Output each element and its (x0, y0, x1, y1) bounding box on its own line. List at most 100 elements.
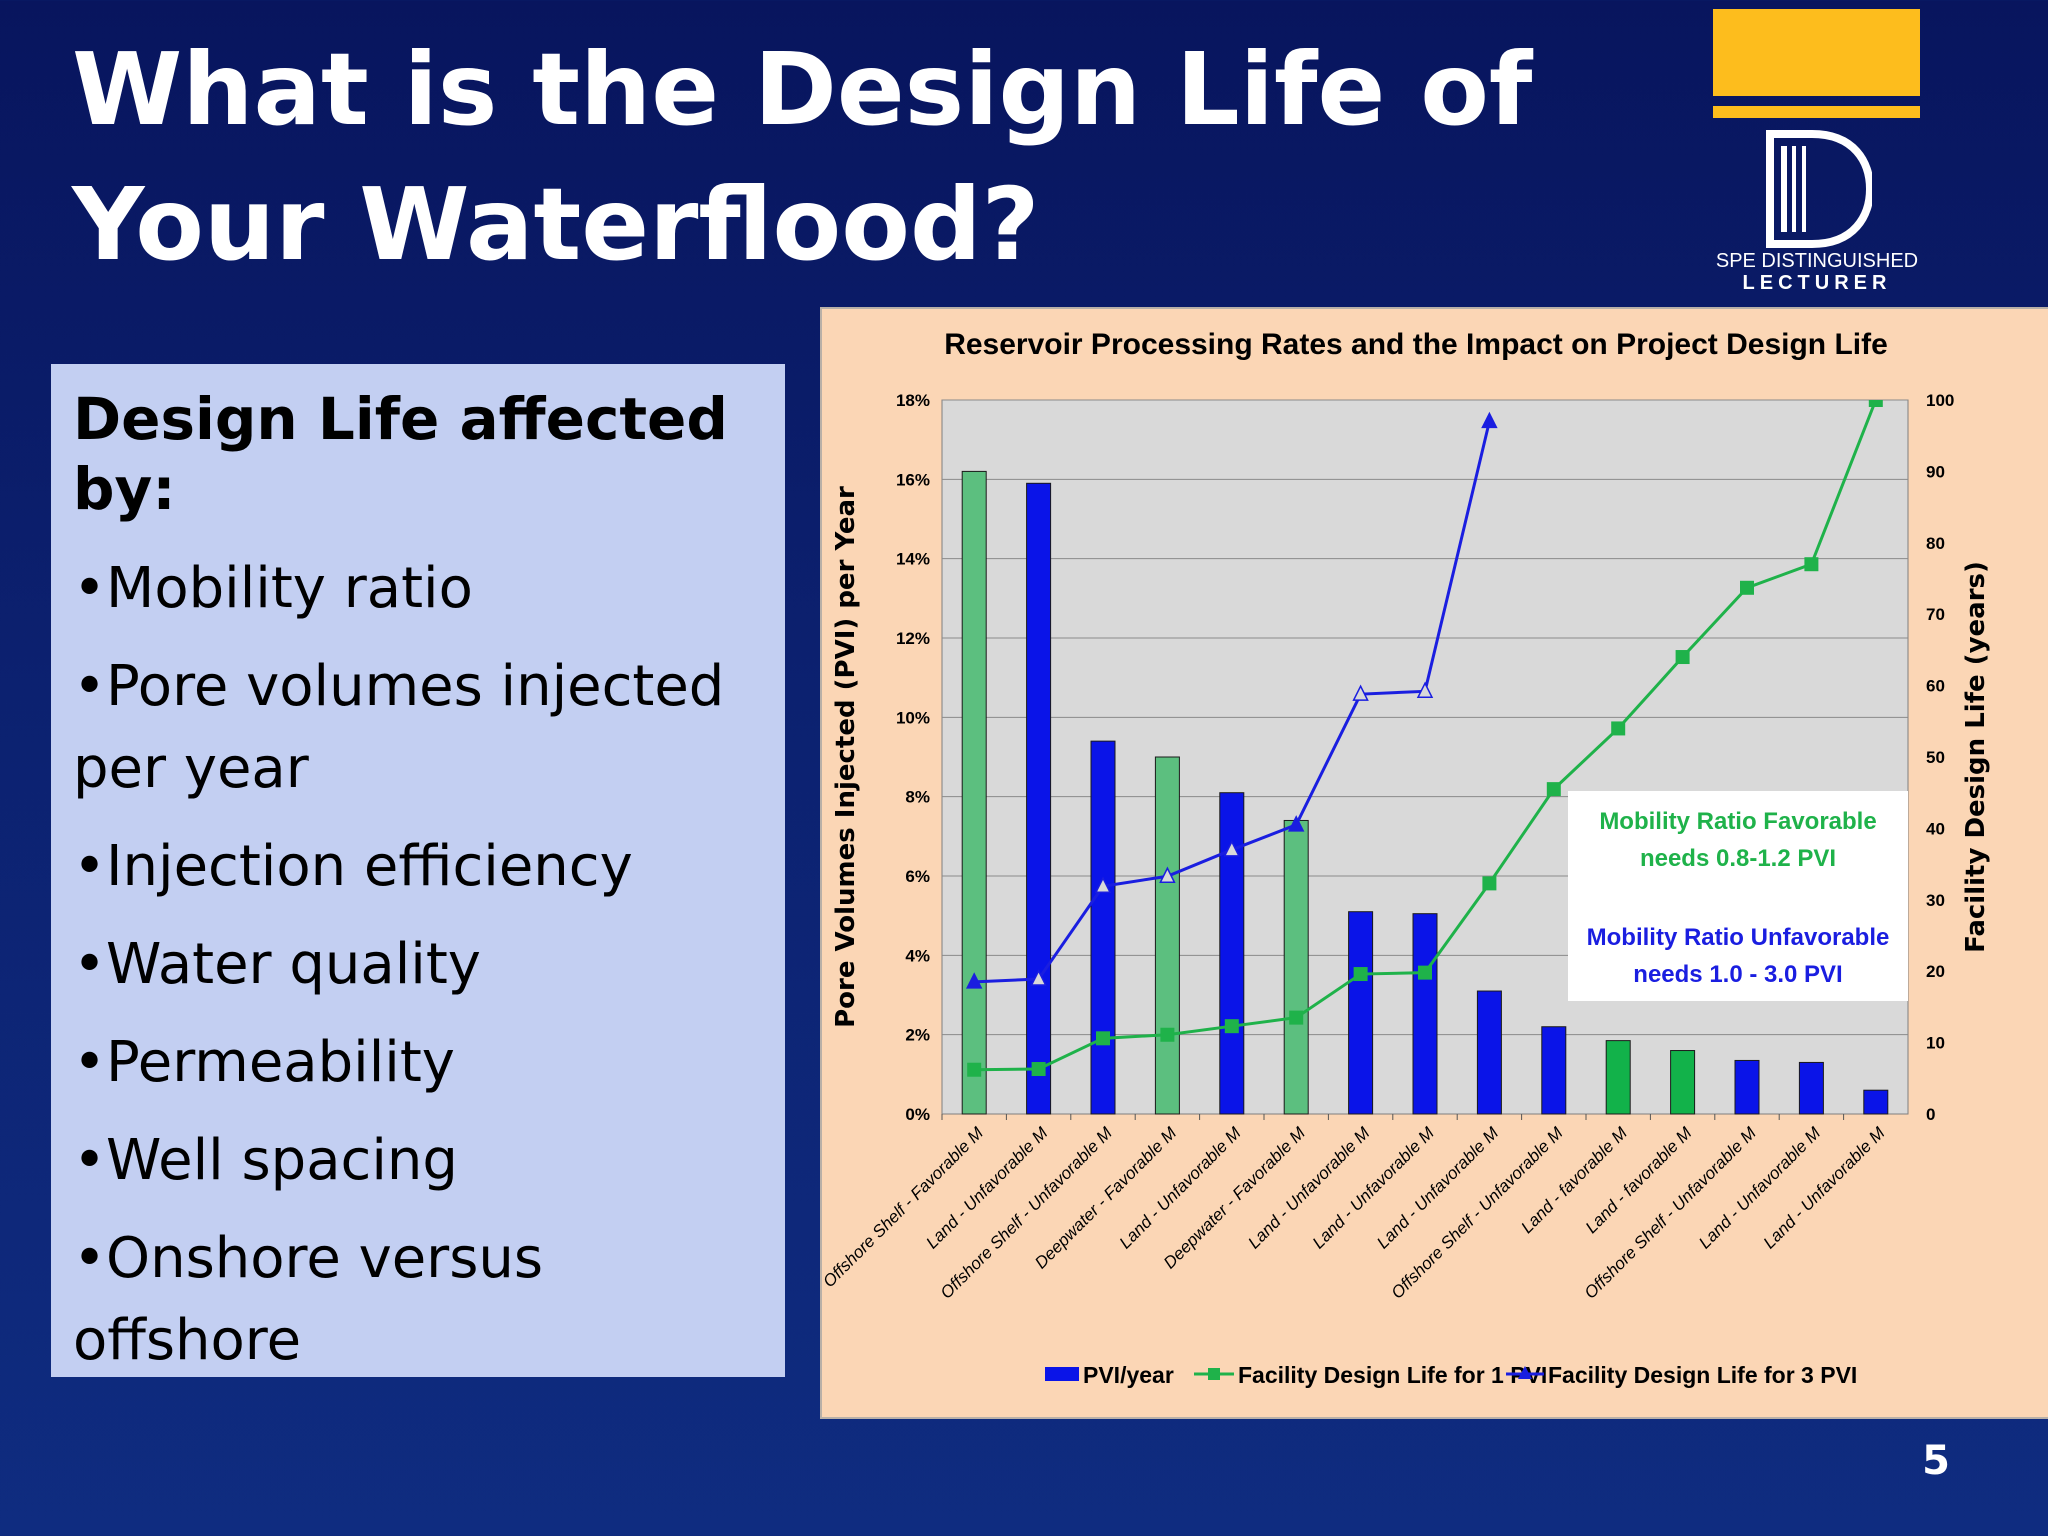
y-tick-label: 6% (905, 867, 930, 886)
favorable-note: Mobility Ratio Favorable (1599, 808, 1876, 835)
category-label: Land - favorable M (1517, 1123, 1631, 1237)
pvi-bar (1670, 1050, 1696, 1115)
legend-bar-swatch (1045, 1367, 1079, 1381)
series-point (1675, 650, 1690, 665)
factor-item: •Water quality (73, 932, 481, 997)
series-point (1481, 411, 1498, 429)
category-label: Land - Unfavorable M (1695, 1123, 1825, 1253)
page-number: 5 (1922, 1438, 1950, 1484)
y-tick-label: 4% (905, 946, 930, 965)
series-point (1160, 1027, 1175, 1042)
logo-thin-bar (1713, 106, 1920, 118)
series-square-group (967, 400, 1883, 1077)
factor-item: •Pore volumes injected per year (73, 654, 725, 801)
y-tick-label: 18% (896, 391, 930, 410)
legend-line1-label: Facility Design Life for 1 PVI (1238, 1362, 1547, 1388)
series-point (1868, 400, 1883, 407)
factor-item: •Injection efficiency (73, 834, 633, 899)
chart-panel: 0% 2% 4% 6% 8% 10% 12% 14% 16% 18% 0 10 20 30 40 50 60 70… (820, 307, 2048, 1419)
pvi-bar (1348, 911, 1374, 1115)
pvi-bar (1476, 990, 1502, 1115)
pvi-bar (1412, 913, 1438, 1115)
y-axis-label: Pore Volumes Injected (PVI) per Year (831, 486, 861, 1028)
series-point (1030, 969, 1047, 986)
logo-text-distinguished: SPE DISTINGUISHED (1715, 250, 1919, 272)
y2-tick-label: 20 (1926, 962, 1945, 981)
series-triangle-group (965, 411, 1498, 989)
logo-top-bar (1713, 9, 1920, 96)
pvi-bar (1090, 740, 1116, 1115)
y-tick-label: 2% (905, 1026, 930, 1045)
design-life-chart: 0% 2% 4% 6% 8% 10% 12% 14% 16% 18% 0 10 20 30 40 50 60 70… (822, 328, 1991, 1388)
series-point (965, 972, 983, 989)
series-point (1224, 1019, 1239, 1034)
y2-tick-label: 90 (1926, 462, 1945, 481)
y2-tick-label: 50 (1926, 748, 1945, 767)
pvi-bar (1863, 1089, 1889, 1115)
mobility-annotation-box (1568, 791, 1908, 1001)
series-point (967, 1062, 982, 1077)
logo-text-lecturer: LECTURER (1742, 272, 1892, 294)
unfavorable-note: Mobility Ratio Unfavorable (1587, 924, 1890, 951)
series-point (1094, 876, 1112, 893)
pvi-bar (1734, 1059, 1760, 1115)
y-tick-label: 8% (905, 788, 930, 807)
series-point (1223, 840, 1241, 857)
y2-tick-label: 80 (1926, 534, 1945, 553)
category-label: Land - Unfavorable M (1116, 1123, 1246, 1253)
series-point (1287, 815, 1305, 832)
favorable-pvi-note: needs 0.8-1.2 PVI (1640, 845, 1836, 872)
series-point (1096, 1031, 1110, 1046)
y2-tick-label: 0 (1926, 1105, 1935, 1124)
series-point (1352, 684, 1369, 701)
legend-bar-label: PVI/year (1083, 1362, 1174, 1388)
legend-line1-marker (1208, 1368, 1220, 1380)
pvi-bar (1798, 1061, 1824, 1115)
category-label: Land - Unfavorable M (1373, 1123, 1503, 1253)
category-label: Land - Unfavorable M (1244, 1123, 1374, 1253)
design-life-factors-box: Design Life affected by: •Mobility ratio… (51, 364, 785, 1377)
pvi-bar (961, 470, 987, 1115)
series-point (1546, 782, 1561, 797)
legend-line2-label: Facility Design Life for 3 PVI (1548, 1362, 1857, 1388)
series-point (1159, 866, 1176, 883)
series-point (1611, 721, 1626, 736)
series-point (1740, 580, 1754, 595)
y-tick-label: 10% (896, 708, 930, 727)
category-label: Land - Unfavorable M (922, 1123, 1052, 1253)
y2-tick-label: 100 (1926, 391, 1954, 410)
pvi-bar (1605, 1040, 1631, 1115)
y-tick-label: 14% (896, 550, 930, 569)
category-label: Land - Unfavorable M (1760, 1123, 1890, 1253)
pvi-bar (1283, 819, 1309, 1115)
factor-item: •Well spacing (73, 1128, 458, 1193)
y-tick-label: 12% (896, 629, 930, 648)
pvi-bar (1026, 482, 1052, 1115)
spe-d-logo-icon (1766, 130, 1872, 248)
factor-item: •Permeability (73, 1030, 455, 1095)
series-point (1804, 557, 1819, 572)
category-label: Land - Unfavorable M (1309, 1123, 1439, 1253)
factors-list: •Mobility ratio •Pore volumes injected p… (73, 548, 785, 1382)
series-point (1353, 967, 1368, 982)
series-point (1418, 965, 1432, 980)
chart-title: Reservoir Processing Rates and the Impac… (944, 328, 1888, 361)
y-tick-label: 0% (905, 1105, 930, 1124)
series-point (1031, 1062, 1046, 1077)
factor-item: •Mobility ratio (73, 556, 473, 621)
y2-axis-label: Facility Design Life (years) (1961, 561, 1991, 953)
factor-item: •Onshore versus offshore (73, 1226, 544, 1373)
pvi-bar (1541, 1026, 1567, 1115)
y2-tick-label: 70 (1926, 605, 1945, 624)
y2-tick-label: 30 (1926, 891, 1945, 910)
unfavorable-pvi-note: needs 1.0 - 3.0 PVI (1633, 961, 1842, 988)
factors-heading: Design Life affected by: (73, 385, 728, 523)
y-tick-label: 16% (896, 470, 930, 489)
category-label: Land - favorable M (1582, 1123, 1696, 1237)
slide-title: What is the Design Life of Your Waterflo… (72, 31, 1533, 283)
pvi-bar (1154, 756, 1180, 1115)
series-point (1482, 876, 1497, 891)
y2-tick-label: 10 (1926, 1034, 1945, 1053)
legend-line2-marker (1518, 1366, 1532, 1379)
series-point (1416, 681, 1434, 699)
